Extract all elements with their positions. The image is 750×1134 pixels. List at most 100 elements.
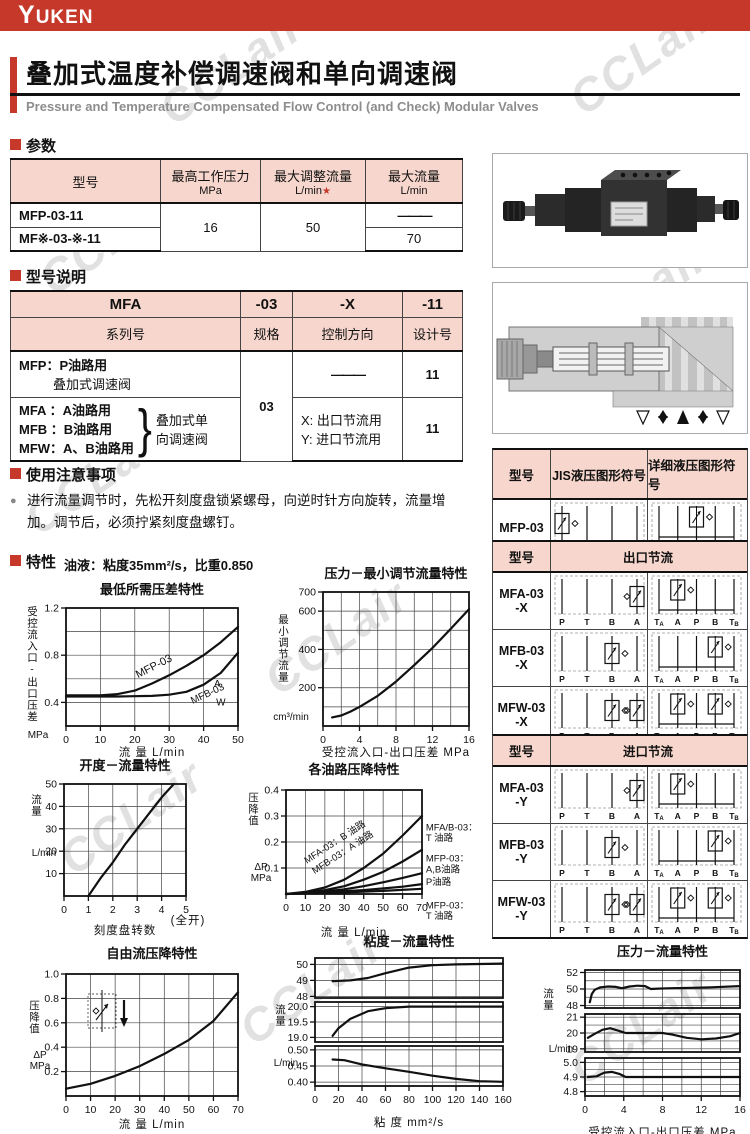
svg-text:TA: TA (654, 868, 664, 879)
symbol-cell: TA A P B TB (648, 573, 745, 629)
svg-text:A: A (214, 679, 221, 690)
svg-text:压力－最小调节流量特性: 压力－最小调节流量特性 (324, 566, 467, 581)
svg-text:0: 0 (320, 734, 326, 746)
header-cell: 详细液压图形符号 (648, 459, 736, 492)
table-row: MFP-03-11 16 50 ——— (10, 202, 463, 252)
svg-text:TB: TB (729, 811, 739, 822)
svg-text:0.2: 0.2 (264, 837, 279, 849)
hydraulic-symbol: TA A P B TB (651, 769, 742, 822)
svg-text:20: 20 (566, 1028, 578, 1040)
axis-label: L/min (31, 848, 57, 859)
svg-text:4: 4 (357, 734, 363, 746)
label-design: 设计号 (402, 316, 463, 352)
svg-text:48: 48 (566, 1000, 578, 1012)
model-cell: MF※-03-※-11 (10, 226, 161, 252)
svg-text:A: A (675, 674, 681, 684)
model-label: MFB-03 -X (493, 630, 551, 686)
svg-text:1.0: 1.0 (44, 969, 59, 981)
model-label: MFP-03 (493, 500, 551, 556)
symbol-cell: TA A P B TB (648, 824, 745, 880)
axis-label: 最小调节流量 (277, 614, 290, 683)
svg-text:60: 60 (397, 902, 409, 914)
col-pressure-label: 最高工作压力 (171, 168, 250, 184)
group-label: 叠加式单 向调速阀 (155, 412, 208, 447)
svg-text:0: 0 (312, 1094, 318, 1106)
symbol-cell: TA A P B TB (648, 630, 745, 686)
product-photo-box (492, 153, 748, 268)
svg-text:0.4: 0.4 (44, 1042, 59, 1054)
section-bullet (10, 270, 21, 281)
svg-text:0.8: 0.8 (44, 650, 59, 662)
hydraulic-symbol: TA A P B TB (651, 632, 742, 685)
svg-text:B: B (712, 925, 718, 935)
svg-text:0.2: 0.2 (44, 1066, 59, 1078)
axis-label: L/min (273, 1058, 299, 1069)
chart-canvas: 压力－最小调节流量特性 200 400 600 700 0 4 8 12 16 (298, 566, 475, 746)
chart-viscosity-flow: 粘度－流量特性 48 49 50 19.0 19.5 20.0 0.40 0.45 0.50 0 20… (258, 934, 524, 1134)
svg-text:50: 50 (45, 779, 57, 791)
code-dir: -X (292, 290, 403, 318)
note-text: 进行流量调节时，先松开刻度盘锁紧螺母，向逆时针方向旋转，流量增加。调节后，必须拧… (27, 493, 446, 530)
svg-text:2: 2 (110, 904, 116, 916)
svg-text:49: 49 (296, 975, 308, 987)
col-adjust-unit: L/min★ (261, 185, 365, 197)
axis-label: 流量 (274, 1004, 287, 1027)
svg-text:T: T (584, 925, 590, 935)
header-cell: 进口节流 (622, 745, 673, 759)
design-cell: 11 (402, 350, 463, 398)
chart-canvas: 自由流压降特性 0.2 0.4 0.6 0.8 1.0 0 10 20 30 40 50 60 70 (44, 946, 244, 1116)
chart-pressure-flow: 压力－流量特性 48 50 52 19 20 21 4.8 4.9 5.0 0 4 8 12 16 流量 L/m… (535, 944, 750, 1134)
svg-text:T: T (584, 617, 590, 627)
note-bullet-icon: ● (10, 495, 17, 507)
col-header-adjust: 最大调整流量 L/min★ (260, 158, 366, 204)
label-series: 系列号 (10, 316, 241, 352)
section-title-charact: 特性 (26, 554, 57, 571)
svg-text:T: T (584, 868, 590, 878)
hydraulic-symbol: TA A P B TB (651, 883, 742, 936)
svg-text:P: P (694, 617, 700, 627)
svg-text:60: 60 (208, 1104, 220, 1116)
series-cell: MFA ：A油路用 MFB ：B油路用 MFW：A、B油路用 } 叠加式单 向调… (10, 396, 241, 462)
svg-text:各油路压降特性: 各油路压降特性 (307, 762, 399, 777)
svg-text:TB: TB (729, 617, 739, 628)
svg-text:400: 400 (298, 644, 316, 656)
svg-text:开度－流量特性: 开度－流量特性 (79, 758, 170, 773)
svg-text:12: 12 (695, 1104, 707, 1116)
svg-text:A: A (633, 811, 639, 821)
max-flow-cell: ——— (365, 202, 463, 228)
svg-text:P: P (694, 811, 700, 821)
header-cell: 出口节流 (622, 551, 673, 565)
svg-text:40: 40 (158, 1104, 170, 1116)
section-bullet (10, 139, 21, 150)
svg-text:20: 20 (129, 734, 141, 746)
header-cell: 型号 (493, 450, 551, 498)
svg-text:B: B (608, 674, 614, 684)
svg-text:20: 20 (45, 846, 57, 858)
svg-text:0.40: 0.40 (288, 1077, 309, 1089)
svg-text:0.6: 0.6 (44, 1017, 59, 1029)
svg-text:19.0: 19.0 (288, 1032, 309, 1044)
col-max-unit: L/min (400, 184, 428, 197)
axis-label: 受控流入口-出口压差 MPa (321, 747, 471, 759)
series-line: MFA ：A油路用 (19, 403, 111, 419)
svg-text:19.5: 19.5 (288, 1017, 309, 1029)
chart-min-pressure-diff: 最低所需压差特性 0.4 0.8 1.2 0 10 20 30 40 50 MFP-03 A MFB-0… (10, 580, 262, 760)
label-dir: 控制方向 (292, 316, 403, 352)
svg-text:50: 50 (296, 959, 308, 971)
svg-text:TA: TA (654, 674, 664, 685)
chart-opening-flow: 开度－流量特性 10 20 30 40 50 0 1 2 3 4 5 流量 L/min 刻度盘转数 (全开) (12, 758, 252, 937)
symbol-cell: TA A P B TB (648, 767, 745, 823)
model-label: MFB-03 -Y (493, 824, 551, 880)
header-cell: 型号 (493, 542, 551, 571)
svg-text:30: 30 (134, 1104, 146, 1116)
col-adjust-unit-text: L/min (295, 184, 322, 197)
svg-text:P: P (559, 811, 565, 821)
table-row: MFA ：A油路用 MFB ：B油路用 MFW：A、B油路用 } 叠加式单 向调… (10, 396, 463, 462)
hydraulic-symbol: TA A P B TB (651, 575, 742, 628)
svg-text:16: 16 (734, 1104, 746, 1116)
svg-text:T: T (584, 674, 590, 684)
